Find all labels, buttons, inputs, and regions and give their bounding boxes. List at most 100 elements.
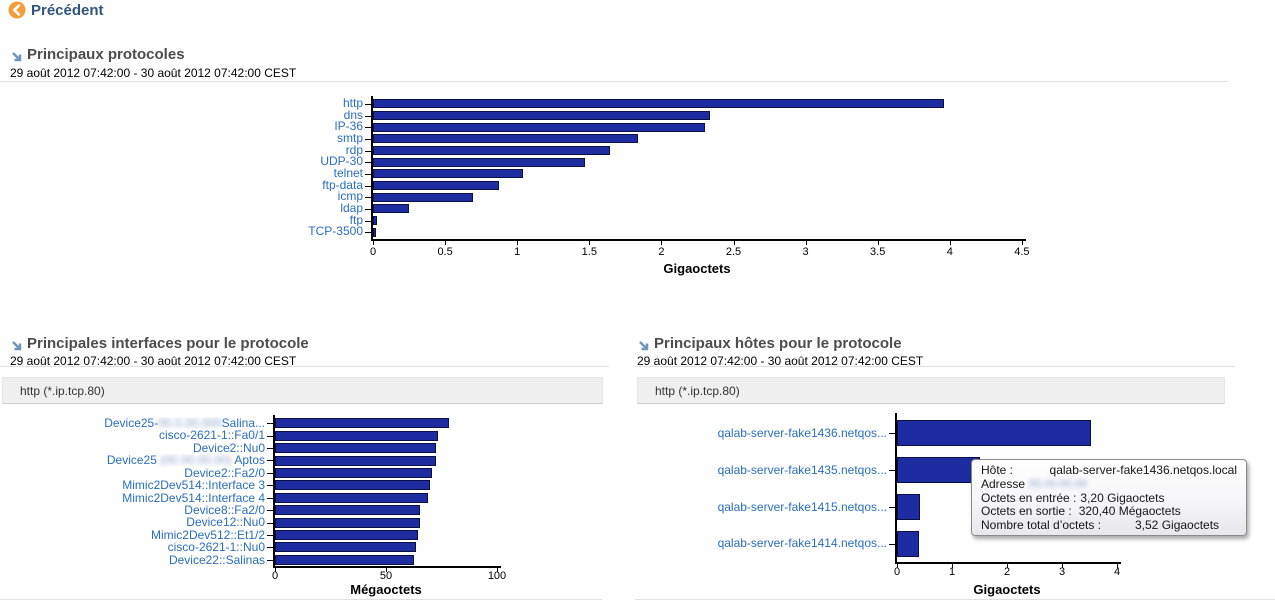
y-tick: [365, 139, 371, 140]
x-tick-label: 1: [948, 566, 956, 578]
y-axis-label[interactable]: Mimic2Dev514::Interface 4: [122, 491, 265, 504]
y-tick: [365, 186, 371, 187]
bar[interactable]: [275, 542, 417, 553]
bar[interactable]: [275, 430, 438, 441]
tooltip-host-label: Hôte :: [981, 463, 1014, 477]
divider: [0, 366, 609, 367]
y-axis-label[interactable]: ftp-data: [322, 179, 363, 192]
back-arrow-icon: [8, 1, 26, 19]
y-axis-label[interactable]: Device12::Nu0: [186, 516, 265, 529]
x-tick-label: 4: [1113, 566, 1121, 578]
x-tick: [952, 564, 953, 568]
y-tick: [365, 174, 371, 175]
bar[interactable]: [373, 181, 499, 190]
tooltip-bytes-in-label: Octets en entrée :: [981, 490, 1077, 505]
x-tick-label: 4.5: [1014, 246, 1030, 258]
y-axis-label[interactable]: cisco-2621-1::Fa0/1: [158, 429, 265, 442]
y-axis-label[interactable]: ldap: [340, 203, 363, 215]
y-axis-label[interactable]: UDP-30: [320, 156, 363, 168]
bar[interactable]: [373, 134, 639, 144]
y-axis-label[interactable]: dns: [343, 109, 363, 122]
drilldown-arrow-icon[interactable]: [10, 50, 24, 64]
y-axis-label[interactable]: ftp: [349, 214, 363, 227]
y-axis-label[interactable]: Device22::Salinas: [168, 553, 265, 566]
host-tooltip: Hôte : qalab-server-fake1436.netqos.loca…: [971, 459, 1247, 536]
bar[interactable]: [373, 111, 711, 120]
y-tick: [889, 507, 895, 508]
y-axis-label[interactable]: telnet: [333, 168, 363, 180]
bar[interactable]: [275, 418, 449, 429]
y-axis-label[interactable]: cisco-2621-1::Nu0: [167, 541, 265, 554]
y-axis-label[interactable]: http: [342, 98, 363, 110]
tooltip-bytes-in-value: 3,20 Gigaoctets: [1080, 490, 1165, 505]
x-tick-label: 1.5: [581, 246, 597, 258]
x-tick: [661, 241, 663, 245]
drilldown-arrow-icon[interactable]: [637, 339, 651, 353]
bar[interactable]: [275, 505, 421, 516]
y-axis-label[interactable]: Device25-00.0.00.000Salina...: [104, 417, 265, 430]
x-tick: [497, 568, 498, 572]
bar[interactable]: [373, 204, 409, 214]
y-axis-label[interactable]: qalab-server-fake1415.netqos...: [717, 499, 887, 514]
bar[interactable]: [373, 157, 585, 167]
back-button[interactable]: Précédent: [8, 1, 104, 19]
y-axis-label[interactable]: smtp: [336, 133, 363, 145]
y-axis-label[interactable]: qalab-server-fake1414.netqos...: [717, 536, 887, 551]
y-tick: [267, 547, 273, 548]
tooltip-total-row: Nombre total d’octets : 3,52 Gigaoctets: [981, 518, 1237, 533]
y-axis-label[interactable]: Device8::Fa2/0: [184, 503, 265, 517]
x-tick: [589, 241, 591, 245]
bar[interactable]: [897, 457, 980, 484]
y-axis-label[interactable]: rdp: [345, 144, 363, 157]
divider: [0, 81, 1228, 82]
bar[interactable]: [275, 492, 429, 503]
x-axis-title: Gigaoctets: [663, 261, 731, 276]
y-tick: [365, 127, 371, 128]
bar[interactable]: [275, 480, 431, 491]
section-title-protocols: Principaux protocoles: [27, 46, 185, 63]
y-axis-label[interactable]: TCP-3500: [308, 226, 363, 238]
tooltip-bytes-out-label: Octets en sortie :: [981, 504, 1072, 519]
y-axis-line: [895, 413, 897, 564]
bar[interactable]: [897, 420, 1091, 447]
bar[interactable]: [275, 530, 419, 540]
y-axis-label[interactable]: Mimic2Dev514::Interface 3: [122, 479, 265, 492]
y-axis-label[interactable]: qalab-server-fake1436.netqos...: [717, 426, 887, 440]
y-axis-label[interactable]: Device2::Nu0: [192, 441, 265, 455]
y-axis-label[interactable]: Device25 (00.00.00.00) Aptos: [106, 454, 265, 467]
tooltip-address-label: Adresse: [981, 476, 1026, 491]
x-tick-label: 0.5: [437, 246, 453, 258]
y-tick: [267, 448, 273, 449]
y-axis-label[interactable]: IP-36: [334, 121, 363, 133]
bar[interactable]: [275, 467, 433, 478]
bar[interactable]: [275, 443, 437, 453]
bar[interactable]: [897, 493, 921, 520]
x-tick-label: 3: [802, 246, 809, 258]
bar[interactable]: [373, 169, 523, 179]
y-axis-label[interactable]: Mimic2Dev512::Et1/2: [150, 528, 265, 542]
bar[interactable]: [275, 554, 415, 565]
bar[interactable]: [275, 455, 437, 466]
x-tick: [1021, 241, 1023, 245]
tooltip-total-label: Nombre total d’octets :: [981, 518, 1102, 533]
section-title-hosts: Principaux hôtes pour le protocole: [654, 335, 902, 352]
tooltip-host-value: qalab-server-fake1436.netqos.local: [1049, 463, 1237, 477]
bar[interactable]: [373, 192, 473, 202]
bar[interactable]: [373, 216, 378, 225]
y-tick: [267, 510, 273, 511]
bar[interactable]: [275, 517, 421, 528]
bar[interactable]: [897, 530, 919, 557]
y-axis-label[interactable]: Device2::Fa2/0: [184, 466, 265, 480]
divider: [635, 366, 1235, 367]
bar[interactable]: [373, 122, 705, 132]
bar[interactable]: [373, 99, 944, 109]
y-tick: [267, 473, 273, 474]
x-tick: [877, 241, 879, 245]
y-axis-label[interactable]: qalab-server-fake1435.netqos...: [717, 462, 887, 477]
bar[interactable]: [373, 146, 610, 155]
y-axis-label[interactable]: icmp: [337, 191, 363, 203]
drilldown-arrow-icon[interactable]: [10, 339, 24, 353]
bar[interactable]: [373, 227, 376, 237]
y-tick: [889, 433, 895, 434]
y-tick: [365, 116, 371, 117]
